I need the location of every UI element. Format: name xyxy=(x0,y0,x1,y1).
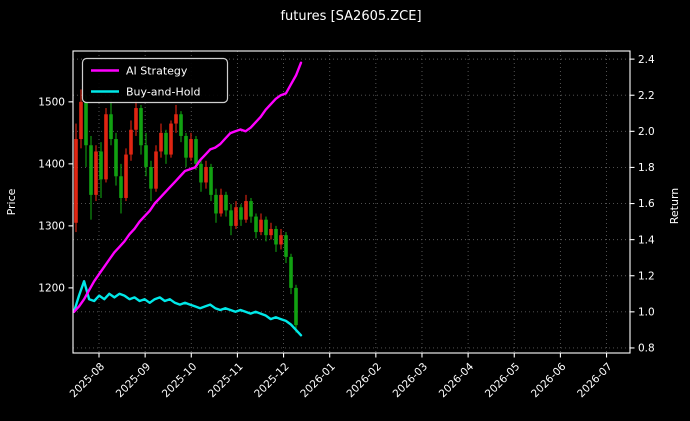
candle xyxy=(184,132,188,167)
legend: AI Strategy Buy-and-Hold xyxy=(81,57,229,104)
return-tick-label: 1.2 xyxy=(638,270,655,282)
candle xyxy=(124,148,128,202)
date-tick-label: 2026-07 xyxy=(575,361,615,401)
return-tick-label: 1.6 xyxy=(638,198,655,210)
candle xyxy=(114,132,118,186)
candle xyxy=(94,145,98,202)
ai-strategy-line xyxy=(72,61,303,313)
candle xyxy=(244,194,248,223)
date-tick-label: 2026-01 xyxy=(298,361,338,401)
axis-ticks-and-labels: 1200 1300 1400 1500 0.8 1.0 1.2 1.4 1.6 1.8 2.0 2.2… xyxy=(38,54,655,400)
candle xyxy=(199,157,203,192)
buy-and-hold-line xyxy=(72,280,303,337)
date-tick-label: 2026-02 xyxy=(344,361,384,401)
candle xyxy=(99,142,103,198)
return-tick-label: 0.8 xyxy=(638,343,655,355)
date-tick-label: 2025-11 xyxy=(206,361,246,401)
return-tick-label: 1.4 xyxy=(638,234,655,246)
candle xyxy=(274,225,278,252)
ai-strategy-label: AI Strategy xyxy=(126,65,188,78)
candle xyxy=(144,132,148,177)
date-tick-label: 2026-04 xyxy=(437,360,477,400)
chart-title: futures [SA2605.ZCE] xyxy=(280,9,421,24)
return-tick-label: 2.4 xyxy=(638,54,655,66)
candle xyxy=(229,204,233,236)
candle xyxy=(254,213,258,239)
candle xyxy=(249,197,253,223)
date-tick-label: 2026-05 xyxy=(483,361,523,401)
candle xyxy=(224,191,228,217)
candle xyxy=(214,188,218,223)
candle xyxy=(209,163,213,202)
candle xyxy=(204,160,208,189)
candle xyxy=(74,123,78,233)
return-lines xyxy=(72,61,303,337)
candle xyxy=(289,253,293,295)
return-tick-label: 1.8 xyxy=(638,162,655,174)
candle xyxy=(284,232,288,264)
date-tick-label: 2025-12 xyxy=(252,361,292,401)
candle xyxy=(84,95,88,167)
price-tick-label: 1300 xyxy=(38,221,65,233)
candle xyxy=(264,216,268,242)
return-axis-label: Return xyxy=(668,188,681,225)
candle xyxy=(149,160,153,202)
candle xyxy=(104,108,108,183)
candle xyxy=(239,204,243,226)
date-tick-label: 2025-10 xyxy=(160,361,200,401)
candle xyxy=(234,201,238,229)
candle xyxy=(189,132,193,161)
candle xyxy=(134,98,138,136)
price-tick-label: 1400 xyxy=(38,159,65,171)
candle xyxy=(139,104,143,155)
price-axis-label: Price xyxy=(5,188,18,215)
candle xyxy=(109,98,113,146)
date-tick-label: 2025-08 xyxy=(68,361,108,401)
candle xyxy=(154,145,158,192)
return-tick-label: 2.0 xyxy=(638,126,655,138)
date-tick-label: 2026-03 xyxy=(391,361,431,401)
legend-item-buy-and-hold: Buy-and-Hold xyxy=(91,86,201,99)
candle xyxy=(174,104,178,133)
candle xyxy=(89,135,93,220)
candle xyxy=(79,89,83,149)
candle xyxy=(164,129,168,164)
candle xyxy=(119,163,123,214)
return-tick-label: 1.0 xyxy=(638,307,655,319)
plot-border xyxy=(72,50,631,354)
axes-spines xyxy=(72,50,631,354)
candle xyxy=(129,120,133,161)
candle xyxy=(294,284,298,333)
date-tick-label: 2025-09 xyxy=(114,361,154,401)
return-tick-label: 2.2 xyxy=(638,90,655,102)
candle xyxy=(169,120,173,158)
candle xyxy=(279,228,283,250)
legend-item-ai-strategy: AI Strategy xyxy=(91,65,188,78)
candle xyxy=(269,222,273,240)
candle xyxy=(259,213,263,236)
date-tick-label: 2026-06 xyxy=(529,360,569,400)
buy-and-hold-label: Buy-and-Hold xyxy=(126,86,201,99)
price-tick-label: 1500 xyxy=(38,97,65,109)
candle xyxy=(159,123,163,158)
price-tick-label: 1200 xyxy=(38,283,65,295)
candle xyxy=(219,188,223,217)
candle xyxy=(179,111,183,143)
